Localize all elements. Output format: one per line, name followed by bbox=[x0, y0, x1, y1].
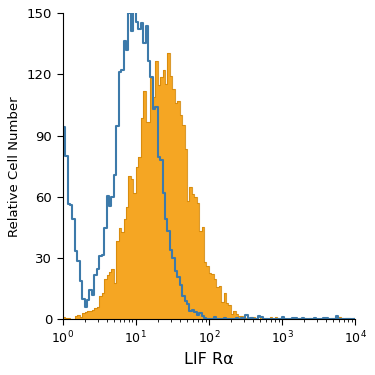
Y-axis label: Relative Cell Number: Relative Cell Number bbox=[8, 96, 21, 237]
X-axis label: LIF Rα: LIF Rα bbox=[184, 352, 234, 367]
